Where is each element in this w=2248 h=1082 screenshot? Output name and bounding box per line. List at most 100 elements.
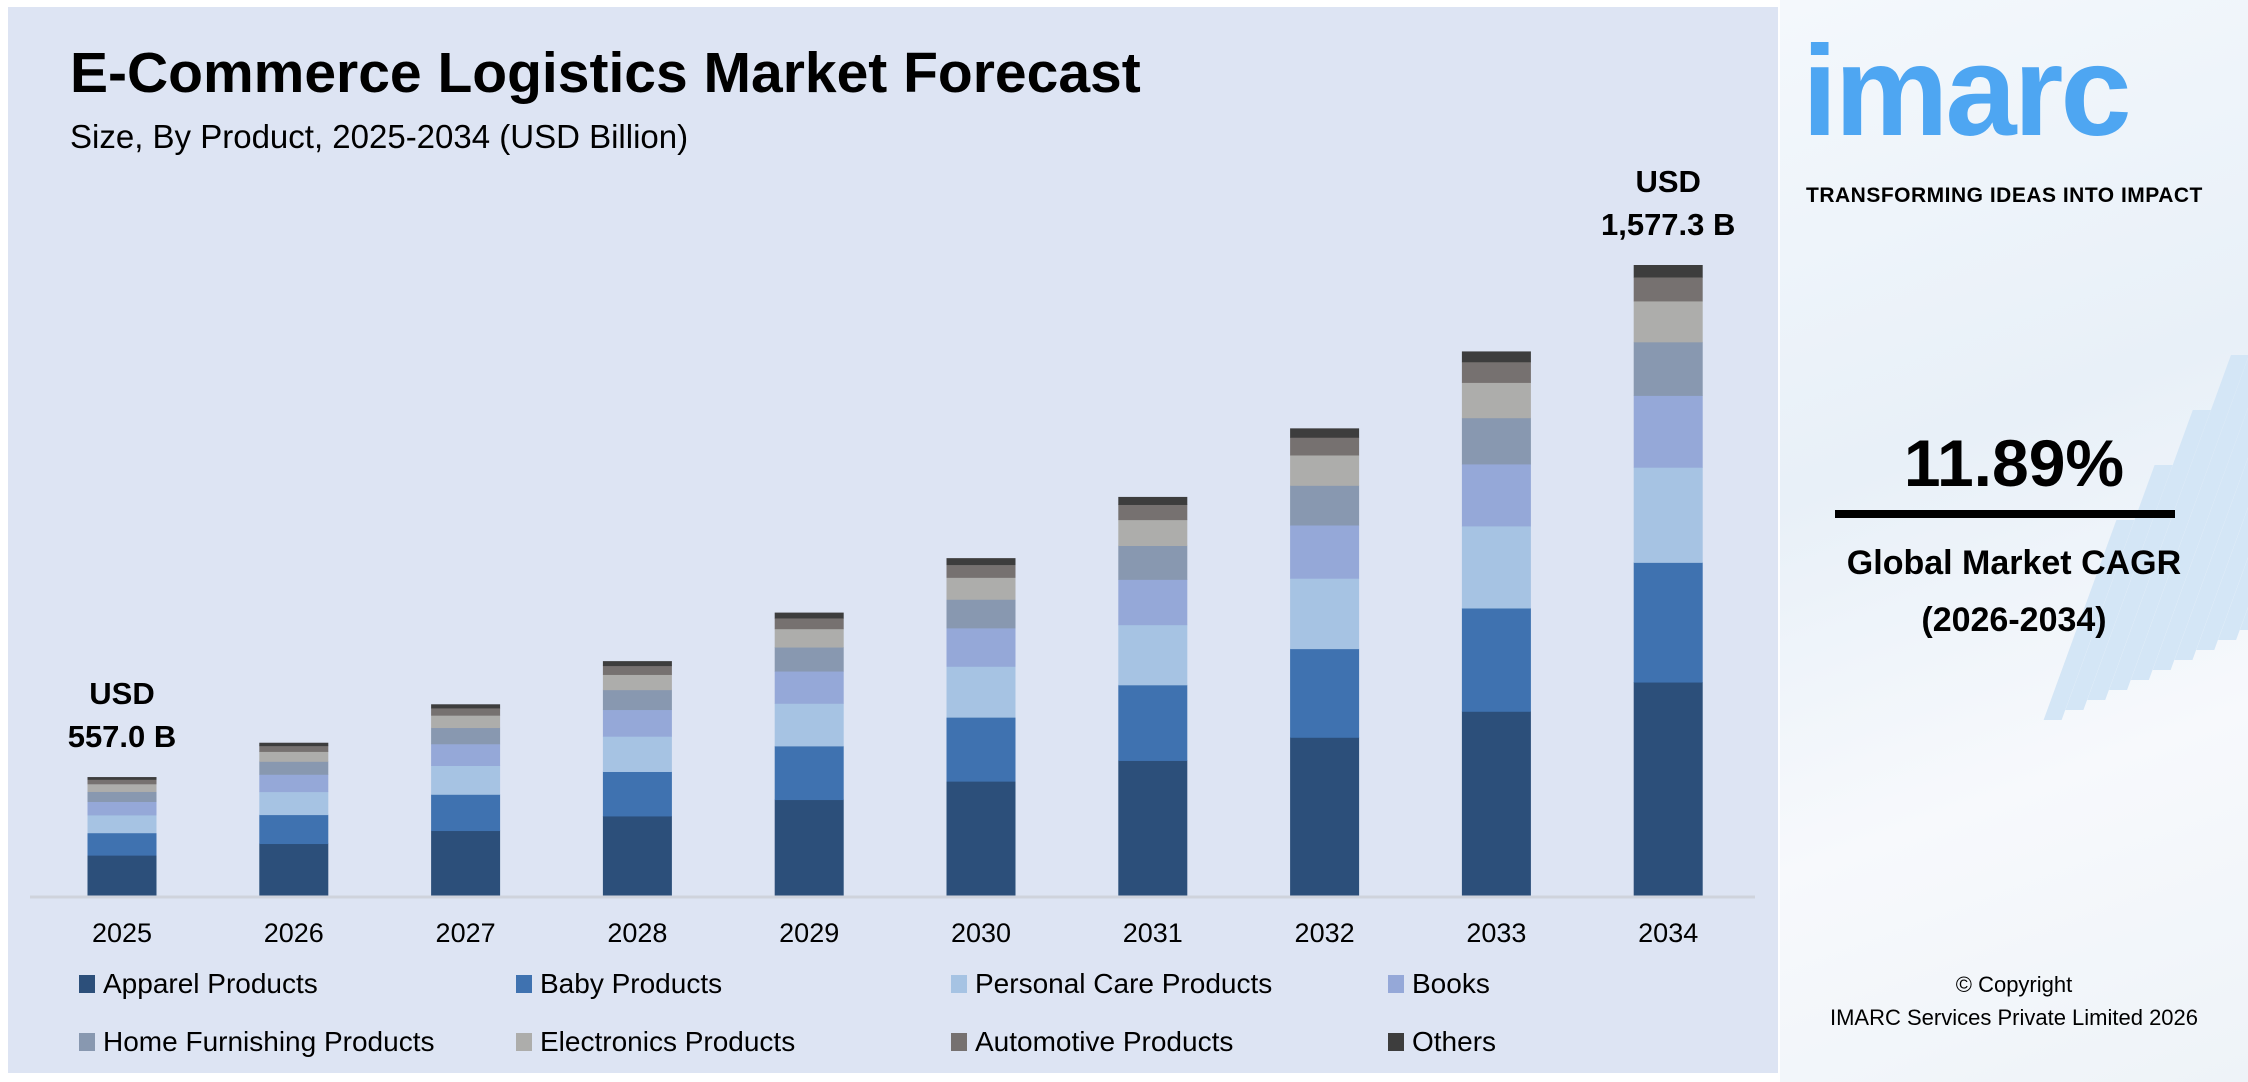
value-label-currency: USD [89,676,154,711]
bar-segment-home-furnishing-products-2034 [1633,341,1703,396]
bar-segment-others-2026 [259,742,329,747]
bar-segment-apparel-products-2031 [1118,760,1188,896]
cagr-label: Global Market CAGR [1846,544,2182,582]
bar-segment-home-furnishing-products-2033 [1461,417,1531,465]
bar-segment-electronics-products-2032 [1290,454,1360,486]
x-tick-label: 2032 [1295,918,1355,948]
bar-segment-books-2033 [1461,463,1531,527]
bar-segment-home-furnishing-products-2030 [946,599,1016,629]
bar-segment-home-furnishing-products-2028 [602,689,672,711]
bar-segment-automotive-products-2028 [602,665,672,675]
legend-item: Automotive Products [951,1026,1233,1058]
bar-segment-baby-products-2034 [1633,562,1703,683]
bar-segment-others-2031 [1118,496,1188,505]
legend-item: Others [1388,1026,1496,1058]
bar-segment-electronics-products-2026 [259,751,329,762]
bar-segment-books-2031 [1118,579,1188,626]
legend-item: Baby Products [516,968,722,1000]
legend-label: Automotive Products [975,1026,1234,1057]
bar-segment-automotive-products-2031 [1118,504,1188,521]
bar-segment-apparel-products-2030 [946,781,1016,896]
chart-title: E-Commerce Logistics Market Forecast [70,41,1141,105]
bar-segment-others-2032 [1290,428,1360,438]
bar-segment-books-2028 [602,709,672,737]
bar-segment-automotive-products-2032 [1290,437,1360,456]
legend-label: Home Furnishing Products [103,1026,435,1057]
bar-segment-apparel-products-2026 [259,843,329,896]
legend-item: Books [1388,968,1490,1000]
bar-segment-baby-products-2033 [1461,607,1531,712]
x-tick-label: 2030 [951,918,1011,948]
bar-segment-automotive-products-2034 [1633,276,1703,302]
x-tick-label: 2029 [779,918,839,948]
bar-segment-baby-products-2028 [602,771,672,817]
bar-segment-electronics-products-2029 [774,628,844,648]
x-tick-label: 2031 [1123,918,1183,948]
bar-segment-home-furnishing-products-2029 [774,647,844,672]
legend-swatch [79,1033,95,1051]
legend-label: Apparel Products [103,968,318,999]
bar-segment-books-2032 [1290,524,1360,579]
bar-segment-personal-care-products-2032 [1290,578,1360,650]
bar-segment-others-2028 [602,661,672,667]
brand-tagline: TRANSFORMING IDEAS INTO IMPACT [1806,184,2203,207]
bar-segment-home-furnishing-products-2031 [1118,545,1188,580]
brand-panel [1780,0,2248,1082]
bar-segment-personal-care-products-2029 [774,703,844,747]
x-tick-label: 2034 [1638,918,1698,948]
cagr-period: (2026-2034) [1921,601,2107,639]
bar-segment-home-furnishing-products-2032 [1290,485,1360,526]
bar-segment-electronics-products-2030 [946,577,1016,600]
legend-swatch [79,975,95,993]
bar-segment-others-2027 [431,704,501,709]
bar-segment-home-furnishing-products-2025 [87,791,157,802]
legend-swatch [1388,975,1404,993]
value-label-total: 1,577.3 B [1601,207,1735,242]
bar-segment-apparel-products-2033 [1461,711,1531,896]
legend-item: Personal Care Products [951,968,1272,1000]
bar-segment-apparel-products-2028 [602,815,672,896]
bar-segment-electronics-products-2031 [1118,519,1188,546]
bar-segment-baby-products-2029 [774,745,844,801]
legend-item: Home Furnishing Products [79,1026,434,1058]
legend-label: Electronics Products [540,1026,796,1057]
x-tick-label: 2033 [1466,918,1526,948]
bar-segment-baby-products-2027 [431,794,501,832]
bar-segment-electronics-products-2025 [87,783,157,792]
bar-segment-automotive-products-2029 [774,617,844,630]
bar-segment-apparel-products-2029 [774,799,844,896]
bar-segment-baby-products-2032 [1290,648,1360,738]
bar-segment-personal-care-products-2031 [1118,624,1188,686]
bar-segment-baby-products-2030 [946,717,1016,782]
bar-segment-apparel-products-2032 [1290,737,1360,896]
legend-label: Personal Care Products [975,968,1273,999]
bar-segment-baby-products-2025 [87,832,157,856]
legend-swatch [516,975,532,993]
bar-segment-apparel-products-2034 [1633,682,1703,896]
legend-item: Electronics Products [516,1026,795,1058]
copyright-line1: © Copyright [1955,972,2073,997]
legend-swatch [951,975,967,993]
legend-swatch [516,1033,532,1051]
value-label-total: 557.0 B [68,719,177,754]
bar-segment-automotive-products-2026 [259,745,329,752]
legend-swatch [951,1033,967,1051]
bar-segment-automotive-products-2027 [431,707,501,716]
bar-segment-others-2034 [1633,265,1703,278]
bar-segment-electronics-products-2027 [431,715,501,729]
bar-segment-automotive-products-2025 [87,779,157,785]
bar-segment-others-2029 [774,612,844,619]
bar-segment-books-2029 [774,671,844,704]
legend-label: Books [1412,968,1490,999]
x-tick-label: 2025 [92,918,152,948]
bar-segment-personal-care-products-2027 [431,765,501,795]
stacked-bar-chart: 2025 2026 2027 2028 2029 2030 2031 2032 2033 2034… [30,164,1755,948]
bar-segment-books-2025 [87,801,157,816]
bar-segment-personal-care-products-2033 [1461,525,1531,609]
legend-label: Others [1412,1026,1497,1057]
bar-segment-others-2030 [946,558,1016,566]
bar-segment-personal-care-products-2034 [1633,467,1703,563]
x-tick-label: 2026 [264,918,324,948]
cagr-value: 11.89% [1903,426,2125,500]
bar-segment-others-2025 [87,777,157,780]
